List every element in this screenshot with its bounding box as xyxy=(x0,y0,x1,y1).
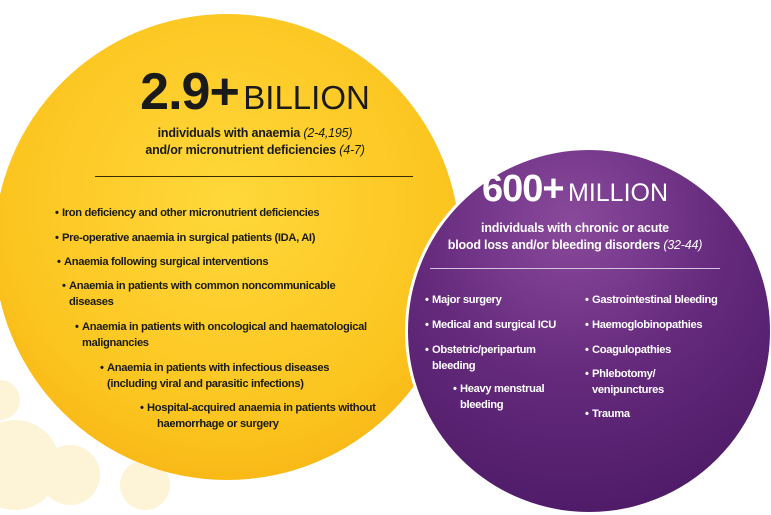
bullet-line: Coagulopathies xyxy=(592,344,672,356)
bullet-dot: • xyxy=(140,402,144,414)
divider xyxy=(430,268,720,269)
bullet-line: Hospital-acquired anaemia in patients wi… xyxy=(147,402,376,414)
bullet-item: • Coagulopathies xyxy=(585,342,672,358)
yellow-circle xyxy=(0,14,460,480)
description-text: and/or micronutrient deficiencies xyxy=(145,143,336,157)
bullet-line: diseases xyxy=(69,296,114,308)
bullet-item: • Anaemia following surgical intervention… xyxy=(57,254,269,270)
description-line: individuals with anaemia (2-4,195) xyxy=(100,125,410,142)
decoration xyxy=(0,380,20,420)
bullet-line: venipunctures xyxy=(592,384,664,396)
bullet-line: Trauma xyxy=(592,408,630,420)
divider xyxy=(95,176,413,177)
page: 2.9+ BILLION individuals with anaemia (2… xyxy=(0,14,771,515)
bullet-item: • Phlebotomy/venipunctures xyxy=(585,366,664,398)
bullet-item: • Pre-operative anaemia in surgical patie… xyxy=(55,230,316,246)
right-number: 600+ xyxy=(481,168,565,210)
bullet-line: Pre-operative anaemia in surgical patien… xyxy=(62,232,316,244)
bullet-line: haemorrhage or surgery xyxy=(157,418,279,430)
bullet-dot: • xyxy=(425,294,429,306)
bullet-item: • Heavy menstrual bleeding xyxy=(453,381,545,413)
bullet-line: Anaemia following surgical interventions xyxy=(64,256,269,268)
bullet-item: • Anaemia in patients with oncological an… xyxy=(75,319,367,351)
bullet-line: Gastrointestinal bleeding xyxy=(592,294,718,306)
bullet-line: Major surgery xyxy=(432,294,502,306)
bullet-line: (including viral and parasitic infection… xyxy=(107,378,304,390)
left-heading: 2.9+ BILLION xyxy=(100,62,410,122)
bullet-line: bleeding xyxy=(460,399,504,411)
bullet-item: • Iron deficiency and other micronutrient… xyxy=(55,205,320,221)
description-line: and/or micronutrient deficiencies (4-7) xyxy=(100,142,410,159)
description-line: blood loss and/or bleeding disorders (32… xyxy=(410,237,740,254)
bullet-line: malignancies xyxy=(82,337,149,349)
left-description: individuals with anaemia (2-4,195) and/or… xyxy=(100,125,410,159)
description-line: individuals with chronic or acute xyxy=(410,220,740,237)
bullet-dot: • xyxy=(425,344,429,356)
bullet-dot: • xyxy=(453,383,457,395)
bullet-line: bleeding xyxy=(432,360,476,372)
description-text: individuals with chronic or acute xyxy=(481,221,669,235)
bullet-line: Obstetric/peripartum xyxy=(432,344,536,356)
description-text: individuals with anaemia xyxy=(157,126,301,140)
bullet-dot: • xyxy=(585,294,589,306)
left-number: 2.9+ xyxy=(140,63,240,121)
description-text: blood loss and/or bleeding disorders xyxy=(447,238,661,252)
bullet-item: • Anaemia in patients with common noncomm… xyxy=(62,278,336,310)
bullet-dot: • xyxy=(100,362,104,374)
bullet-item: • Major surgery xyxy=(425,292,502,308)
bullet-line: Iron deficiency and other micronutrient … xyxy=(62,207,320,219)
bullet-item: • Medical and surgical ICU xyxy=(425,317,557,333)
bullet-line: Phlebotomy/ xyxy=(592,368,656,380)
bullet-item: • Trauma xyxy=(585,406,630,422)
citation: (32-44) xyxy=(663,238,703,252)
bullet-line: Anaemia in patients with common noncommu… xyxy=(69,280,336,292)
bullet-dot: • xyxy=(585,368,589,380)
bullet-dot: • xyxy=(425,319,429,331)
bullet-dot: • xyxy=(62,280,66,292)
citation: (4-7) xyxy=(339,143,365,157)
bullet-dot: • xyxy=(57,256,61,268)
bullet-item: • Hospital-acquired anaemia in patients w… xyxy=(140,400,376,432)
bullet-dot: • xyxy=(585,408,589,420)
bullet-item: • Anaemia in patients with infectious dis… xyxy=(100,360,330,392)
bullet-line: Anaemia in patients with oncological and… xyxy=(82,321,367,333)
bullet-line: Heavy menstrual xyxy=(460,383,545,395)
citation: (2-4,195) xyxy=(303,126,353,140)
bullet-item: • Gastrointestinal bleeding xyxy=(585,292,718,308)
bullet-line: Haemoglobinopathies xyxy=(592,319,703,331)
bullet-dot: • xyxy=(585,344,589,356)
bullet-item: • Obstetric/peripartum bleeding xyxy=(425,342,536,374)
bullet-item: • Haemoglobinopathies xyxy=(585,317,703,333)
right-heading: 600+ MILLION xyxy=(430,168,720,211)
bullet-dot: • xyxy=(75,321,79,333)
bullet-line: Anaemia in patients with infectious dise… xyxy=(107,362,330,374)
left-unit: BILLION xyxy=(243,79,370,116)
decoration xyxy=(40,445,100,505)
bullet-dot: • xyxy=(55,207,59,219)
bullet-line: Medical and surgical ICU xyxy=(432,319,557,331)
bullet-dot: • xyxy=(55,232,59,244)
bullet-dot: • xyxy=(585,319,589,331)
right-description: individuals with chronic or acute blood l… xyxy=(410,220,740,254)
right-unit: MILLION xyxy=(568,179,669,207)
